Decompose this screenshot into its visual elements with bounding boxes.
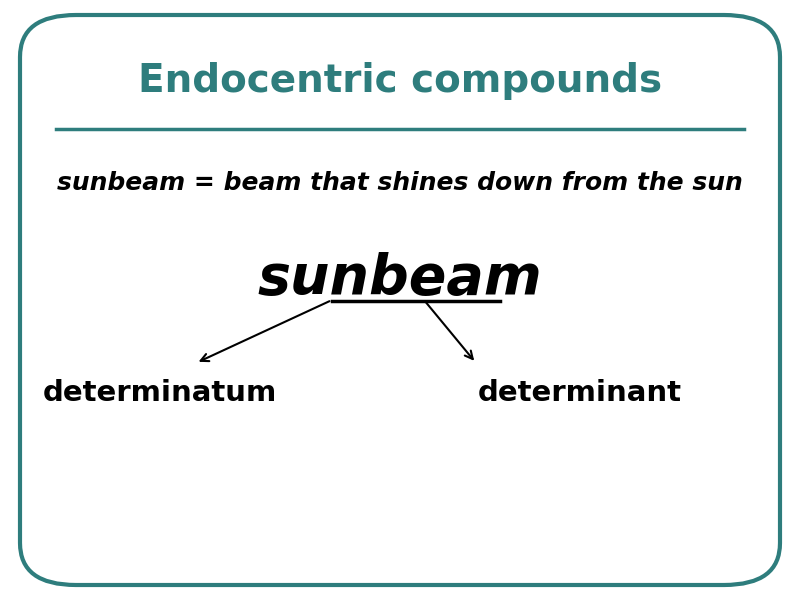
Text: determinant: determinant xyxy=(478,379,682,407)
FancyBboxPatch shape xyxy=(20,15,780,585)
Text: determinatum: determinatum xyxy=(43,379,277,407)
Text: sunbeam: sunbeam xyxy=(258,252,542,306)
Text: sunbeam = beam that shines down from the sun: sunbeam = beam that shines down from the… xyxy=(57,171,743,195)
Text: Endocentric compounds: Endocentric compounds xyxy=(138,62,662,100)
